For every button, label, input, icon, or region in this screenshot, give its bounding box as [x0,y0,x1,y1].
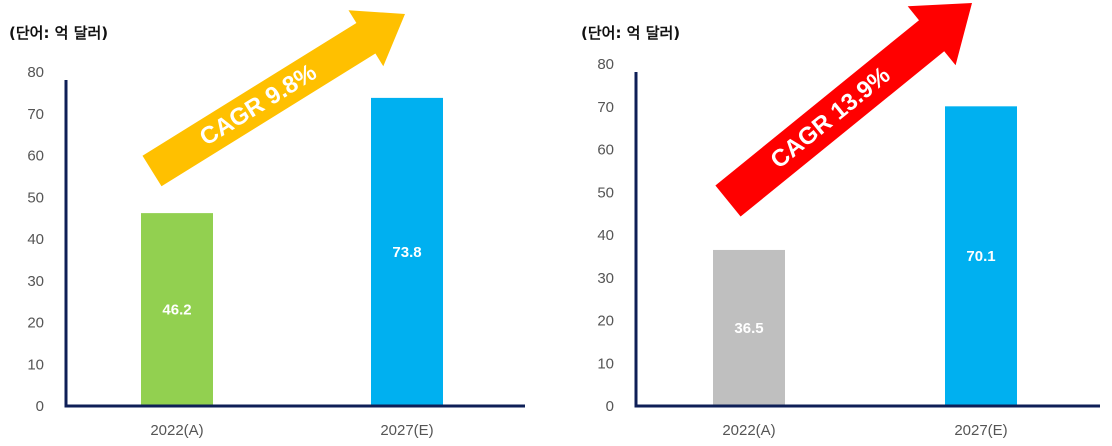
left-bar-value-label: 46.2 [162,302,191,319]
left-y-tick-label: 60 [27,148,44,165]
right-x-tick-label: 2027(E) [954,422,1007,439]
right-y-tick-label: 80 [597,56,614,73]
left-y-tick-label: 30 [27,273,44,290]
right-bar-value-label: 70.1 [966,248,995,265]
right-cagr-arrow [715,3,972,217]
right-y-tick-label: 50 [597,184,614,201]
unit-label-right: (단어: 억 달러) [581,24,681,42]
left-bar-2022(A) [141,213,213,406]
left-cagr-arrow [142,10,405,187]
right-y-tick-label: 40 [597,227,614,244]
right-bar-2022(A) [713,249,785,406]
chart-left: (단어: 억 달러) 0 10 20 30 40 50 60 70 80 46.2 2022(A) 7… [9,10,525,439]
left-y-tick-label: 10 [27,356,44,373]
left-bar-2027(E) [371,97,443,406]
right-cagr-label: CAGR 13.9% [766,62,896,175]
unit-label-left: (단어: 억 달러) [9,24,109,42]
left-x-tick-label: 2022(A) [150,422,203,439]
right-y-tick-label: 30 [597,270,614,287]
right-y-tick-label: 10 [597,355,614,372]
chart-left-svg: 0 10 20 30 40 50 60 70 80 46.2 2022(A) 73.8 2027(E) C… [27,10,525,439]
right-y-tick-label: 20 [597,313,614,330]
chart-right-svg: 0 10 20 30 40 50 60 70 80 36.5 2022(A) 70.1 2027(E) C… [597,3,1100,439]
left-y-tick-label: 50 [27,189,44,206]
right-y-tick-label: 70 [597,99,614,116]
left-bar-value-label: 73.8 [392,244,421,261]
right-y-tick-label: 60 [597,142,614,159]
right-bar-2027(E) [945,106,1017,406]
right-bar-value-label: 36.5 [734,320,763,337]
left-cagr-label: CAGR 9.8% [195,59,321,152]
left-x-tick-label: 2027(E) [380,422,433,439]
left-y-tick-label: 70 [27,106,44,123]
left-y-tick-label: 20 [27,315,44,332]
right-x-tick-label: 2022(A) [722,422,775,439]
left-y-tick-label: 0 [36,398,44,415]
left-y-tick-label: 80 [27,64,44,81]
right-y-tick-label: 0 [606,398,614,415]
chart-right: (단어: 억 달러) 0 10 20 30 40 50 60 70 80 36.5 2022(A) 7… [556,0,1112,446]
left-y-tick-label: 40 [27,231,44,248]
